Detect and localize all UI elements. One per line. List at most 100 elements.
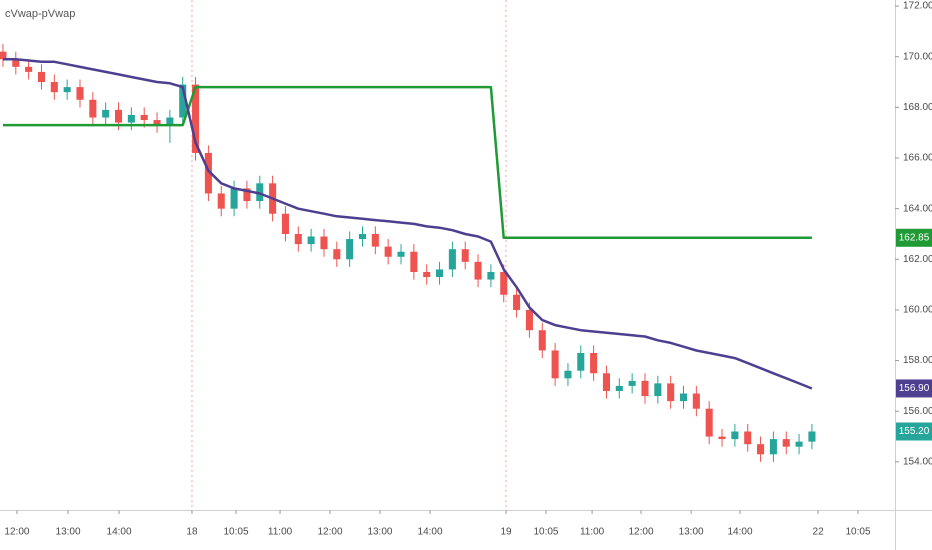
x-tick-label: 11:00 xyxy=(580,527,605,538)
x-tick-label: 11:00 xyxy=(268,527,293,538)
y-tick-label: 158.00 xyxy=(903,355,932,366)
candle-body xyxy=(808,431,816,442)
candle-body xyxy=(436,269,444,278)
y-tick-label: 164.00 xyxy=(903,203,932,214)
candle-body xyxy=(731,431,739,440)
x-tick-label: 10:05 xyxy=(846,527,871,538)
candle-body xyxy=(320,236,328,250)
candle-body xyxy=(654,383,662,397)
candle-body xyxy=(769,439,777,455)
last-value-badge xyxy=(896,228,932,247)
candle-body xyxy=(333,249,341,260)
x-tick-label: 14:00 xyxy=(107,527,132,538)
candle-body xyxy=(705,408,713,437)
candle-body xyxy=(628,380,636,386)
chart-title: cVwap-pVwap xyxy=(5,8,75,20)
candle-body xyxy=(217,193,225,209)
candle-body xyxy=(230,188,238,209)
candle-body xyxy=(615,385,623,391)
candle-body xyxy=(744,431,752,445)
candle-body xyxy=(166,117,174,126)
candle-body xyxy=(525,309,533,331)
y-tick-label: 170.00 xyxy=(903,51,932,62)
candle-body xyxy=(564,370,572,379)
candle-body xyxy=(256,183,264,202)
candle-body xyxy=(63,87,71,93)
candle-body xyxy=(602,373,610,391)
last-value-label: 156.90 xyxy=(899,383,930,394)
candle-body xyxy=(500,271,508,295)
candle-body xyxy=(294,233,302,245)
last-value-label: 162.85 xyxy=(899,232,930,243)
candle-body xyxy=(114,109,123,123)
x-tick-label: 12:00 xyxy=(4,527,29,538)
candle-body xyxy=(757,444,765,455)
candle-body xyxy=(281,213,289,234)
candle-body xyxy=(192,84,200,153)
candle-body xyxy=(89,99,97,118)
y-tick-label: 168.00 xyxy=(903,102,932,113)
candle-body xyxy=(718,436,726,440)
y-tick-label: 154.00 xyxy=(903,457,932,468)
candle-body xyxy=(371,233,379,247)
candle-body xyxy=(590,352,598,374)
candle-body xyxy=(204,152,212,194)
x-tick-label: 12:00 xyxy=(628,527,653,538)
last-value-badge xyxy=(896,379,932,398)
candle-body xyxy=(243,188,251,202)
candle-body xyxy=(474,261,482,280)
candle-body xyxy=(538,330,546,351)
last-value-label: 155.20 xyxy=(899,426,930,437)
candle-body xyxy=(179,84,187,118)
candle-body xyxy=(679,393,688,402)
y-tick-label: 156.00 xyxy=(903,406,932,417)
last-value-badge xyxy=(896,422,932,441)
x-tick-label: 13:00 xyxy=(367,527,392,538)
y-tick-label: 172.00 xyxy=(903,1,932,12)
candle-body xyxy=(346,239,354,260)
x-tick-label: 10:05 xyxy=(223,527,248,538)
indicator-line xyxy=(3,58,813,390)
candle-body xyxy=(667,383,675,402)
candle-body xyxy=(795,441,803,447)
candle-body xyxy=(0,51,7,60)
candle-body xyxy=(50,82,58,93)
candle-body xyxy=(641,380,649,397)
candle-body xyxy=(127,114,135,123)
candle-body xyxy=(307,236,315,245)
candle-body xyxy=(410,251,418,272)
candle-body xyxy=(461,249,469,262)
candle-body xyxy=(37,71,46,83)
candle-body xyxy=(692,393,700,409)
y-tick-label: 166.00 xyxy=(903,153,932,164)
x-tick-label: 14:00 xyxy=(727,527,752,538)
x-tick-label: 12:00 xyxy=(317,527,342,538)
x-tick-label: 19 xyxy=(500,527,512,538)
indicator-line xyxy=(3,85,812,240)
candle-body xyxy=(358,233,367,240)
candle-body xyxy=(782,439,790,447)
candle-body xyxy=(12,59,20,67)
x-tick-label: 10:05 xyxy=(533,527,558,538)
candle-body xyxy=(551,350,559,379)
candle-body xyxy=(384,246,392,257)
x-tick-label: 22 xyxy=(813,527,825,538)
x-tick-label: 13:00 xyxy=(56,527,81,538)
candle-body xyxy=(140,114,148,121)
x-tick-label: 14:00 xyxy=(418,527,443,538)
candle-body xyxy=(513,294,521,310)
candle-body xyxy=(25,66,33,72)
candle-body xyxy=(487,271,495,280)
y-tick-label: 160.00 xyxy=(903,305,932,316)
candle-body xyxy=(448,249,456,270)
x-tick-label: 18 xyxy=(186,527,198,538)
x-tick-label: 13:00 xyxy=(679,527,704,538)
candle-body xyxy=(577,352,585,371)
candle-body xyxy=(102,109,110,118)
candle-body xyxy=(423,271,431,278)
candle-body xyxy=(397,251,405,257)
candle-body xyxy=(76,87,84,100)
